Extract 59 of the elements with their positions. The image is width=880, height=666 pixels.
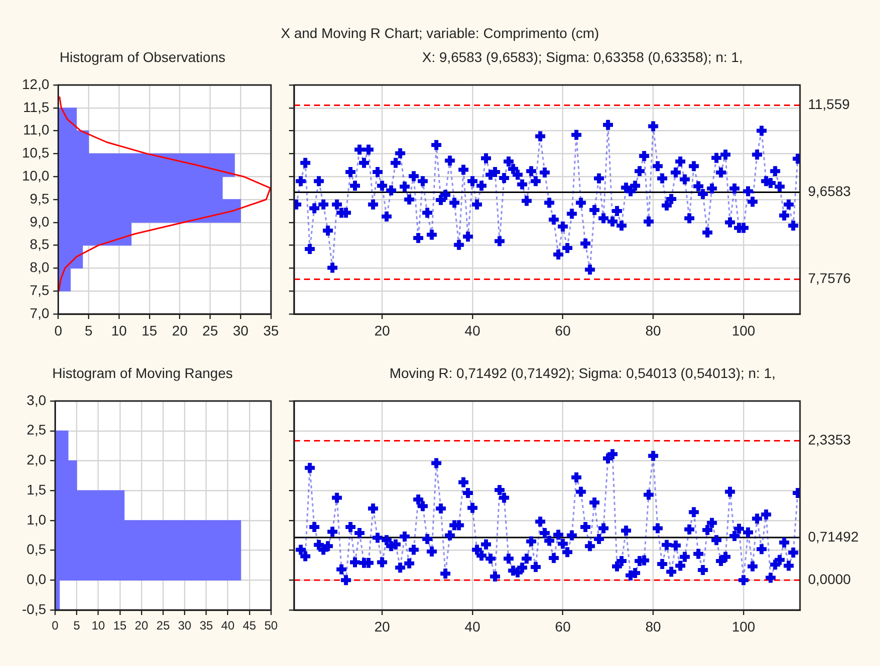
x-tick-label: 60 (555, 322, 571, 338)
y-tick-label: 2,5 (26, 422, 46, 438)
x-tick-label: 20 (134, 618, 148, 633)
y-tick-label: 3,0 (26, 392, 46, 408)
x-tick-label: 10 (111, 322, 128, 338)
chart-title: X and Moving R Chart; variable: Comprimento (cm) (280, 24, 600, 43)
x-tick-label: 50 (264, 618, 278, 633)
x-tick-label: 25 (156, 618, 170, 633)
x-tick-label: 0 (54, 322, 62, 338)
x-tick-label: 100 (732, 322, 756, 338)
x-tick-label: 20 (172, 322, 188, 338)
y-tick-label: 0,0 (26, 571, 46, 587)
x-tick-label: 0 (52, 618, 59, 633)
x-tick-label: 35 (263, 322, 279, 338)
x-tick-label: 15 (142, 322, 158, 338)
y-tick-label: 10,0 (22, 167, 50, 184)
x-tick-label: 20 (374, 322, 390, 338)
chart-title: Moving R: 0,71492 (0,71492); Sigma: 0,54013 (0,54013); n: 1, (388, 364, 777, 383)
chart-title: Histogram of Observations (58, 48, 226, 67)
y-tick-label: 10,5 (22, 144, 50, 161)
x-tick-label: 30 (178, 618, 192, 633)
x-tick-label: 80 (645, 322, 662, 338)
x-tick-label: 60 (555, 618, 571, 634)
y-tick-label: 12,0 (22, 76, 50, 92)
ref-line-label: 11,559 (808, 96, 850, 112)
x-tick-label: 45 (242, 618, 256, 633)
x-tick-label: 40 (221, 618, 235, 633)
x-tick-label: 25 (202, 322, 218, 338)
ref-line-label: 0,0000 (808, 571, 852, 587)
x-tick-label: 20 (374, 618, 390, 634)
ref-line-label: 7,7576 (808, 270, 852, 286)
x-tick-label: 10 (92, 618, 106, 633)
x-tick-label: 5 (84, 322, 93, 338)
chart-subtitle: X: 9,6583 (9,6583); Sigma: 0,63358 (0,63358); n: 1, (421, 48, 744, 67)
y-tick-label: 11,0 (23, 122, 50, 138)
y-tick-label: 9,5 (30, 190, 50, 206)
x-tick-label: 100 (732, 618, 756, 634)
y-tick-label: 8,5 (30, 236, 50, 252)
y-tick-label: 11,5 (23, 98, 50, 115)
y-tick-label: 1,0 (26, 511, 46, 528)
y-tick-label: 7,0 (30, 304, 50, 321)
x-tick-label: 80 (645, 618, 662, 634)
y-tick-label: 0,5 (26, 541, 46, 558)
x-tick-label: 40 (464, 618, 480, 634)
chart-title: Histogram of Moving Ranges (51, 364, 234, 383)
ref-line-label: 9,6583 (808, 183, 852, 200)
x-tick-label: 5 (73, 618, 80, 633)
ref-line-label: 0,71492 (808, 528, 859, 544)
y-tick-label: -0,5 (22, 600, 46, 617)
x-tick-label: 15 (113, 618, 127, 633)
x-tick-label: 40 (464, 322, 480, 338)
x-tick-label: 30 (232, 322, 249, 338)
y-tick-label: 7,5 (30, 282, 50, 298)
y-tick-label: 1,5 (26, 481, 46, 498)
y-tick-label: 8,0 (30, 259, 50, 276)
ref-line-label: 2,3353 (808, 432, 852, 448)
x-tick-label: 35 (200, 618, 214, 633)
y-tick-label: 9,0 (30, 213, 50, 230)
y-tick-label: 2,0 (26, 452, 46, 468)
